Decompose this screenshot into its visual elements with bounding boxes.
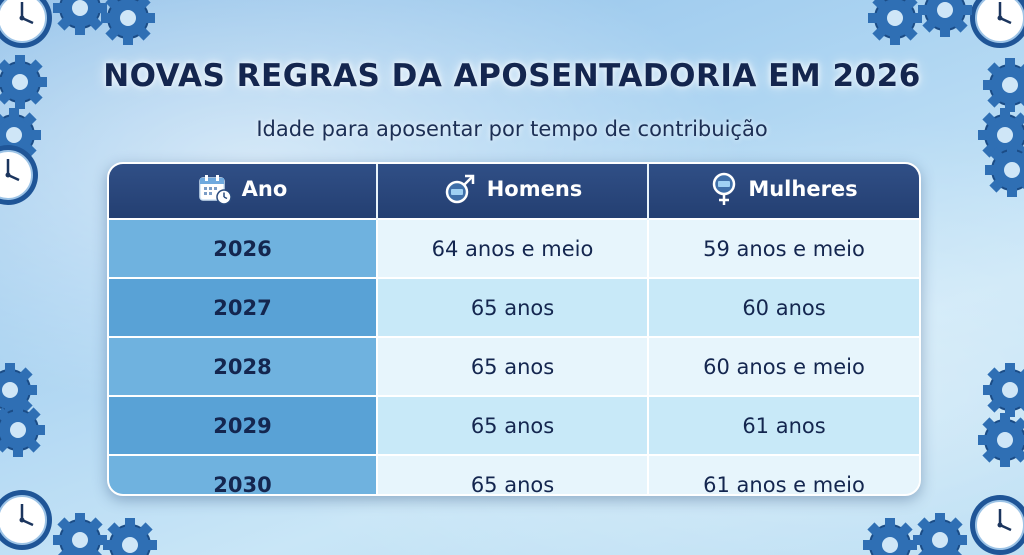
men-age-cell: 65 anos (377, 395, 649, 455)
women-age-cell: 60 anos (648, 277, 919, 337)
male-symbol-icon (445, 174, 474, 203)
year-cell: 2027 (109, 277, 378, 337)
header-women-label: Mulheres (748, 176, 858, 201)
table-header-row: Ano Homens (109, 164, 919, 219)
female-symbol-icon (713, 172, 736, 205)
table-row: 2029 65 anos 61 anos (109, 395, 919, 455)
header-men-label: Homens (486, 176, 583, 201)
header-year: Ano (109, 164, 378, 219)
calendar-icon (198, 174, 232, 205)
men-age-cell: 65 anos (377, 336, 649, 396)
header-men: Homens (377, 164, 649, 219)
header-year-label: Ano (241, 176, 288, 201)
women-age-cell: 59 anos e meio (648, 218, 919, 278)
women-age-cell: 61 anos e meio (648, 454, 919, 494)
table-row: 2026 64 anos e meio 59 anos e meio (109, 218, 919, 278)
year-cell: 2028 (109, 336, 378, 396)
table-row: 2028 65 anos 60 anos e meio (109, 336, 919, 396)
women-age-cell: 61 anos (648, 395, 919, 455)
page-title: NOVAS REGRAS DA APOSENTADORIA EM 2026 (103, 58, 921, 94)
year-cell: 2026 (109, 218, 378, 278)
table-row: 2027 65 anos 60 anos (109, 277, 919, 337)
women-age-cell: 60 anos e meio (648, 336, 919, 396)
year-cell: 2030 (109, 454, 378, 494)
men-age-cell: 64 anos e meio (377, 218, 649, 278)
year-cell: 2029 (109, 395, 378, 455)
table-row: 2030 65 anos 61 anos e meio (109, 454, 919, 494)
header-women: Mulheres (648, 164, 919, 219)
men-age-cell: 65 anos (377, 277, 649, 337)
retirement-table: Ano Homens (107, 162, 921, 496)
men-age-cell: 65 anos (377, 454, 649, 494)
page-subtitle: Idade para aposentar por tempo de contri… (256, 117, 768, 141)
